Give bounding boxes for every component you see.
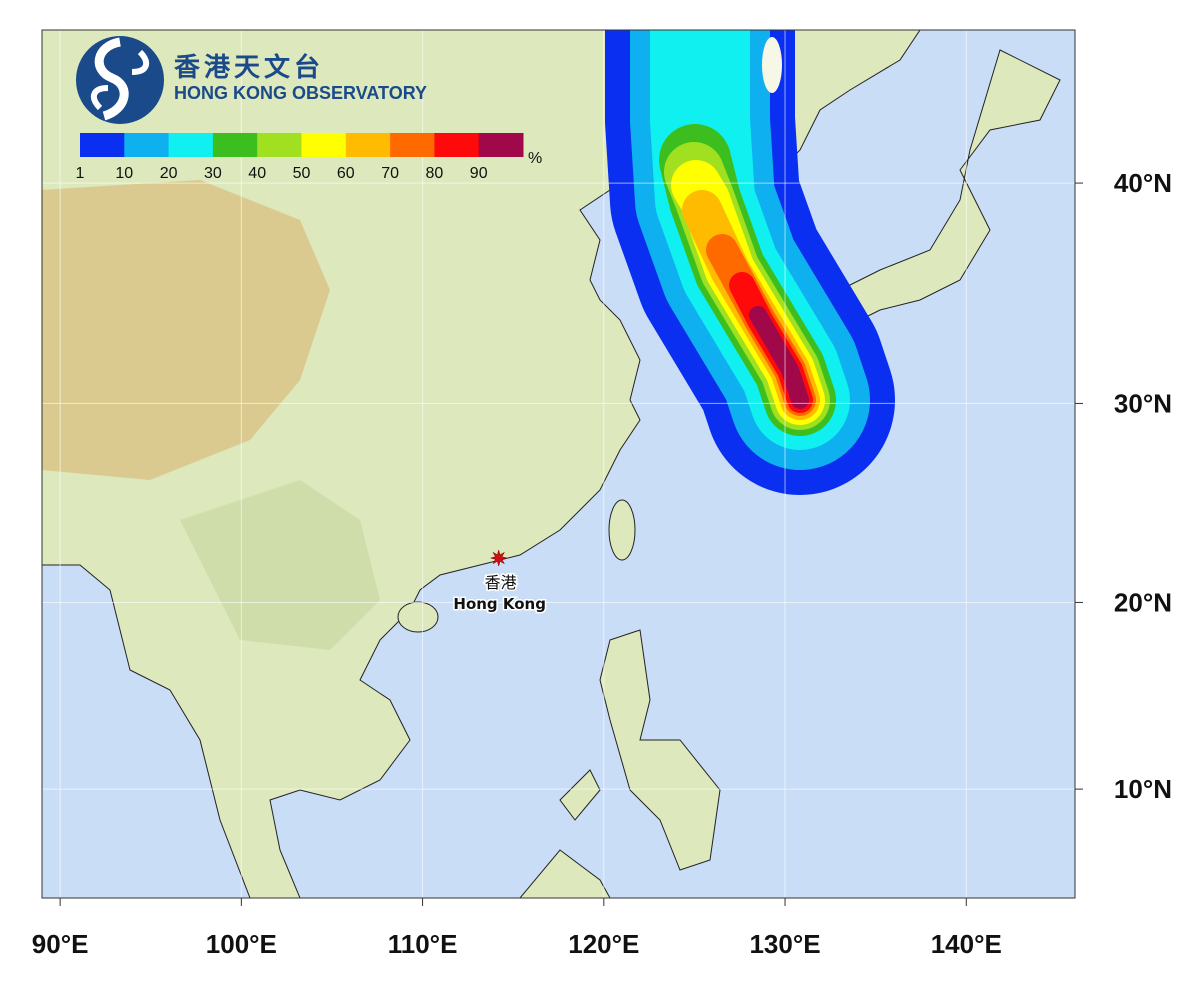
y-tick-label: 40°N	[1114, 168, 1172, 198]
hong-kong-marker: 香港 Hong Kong	[452, 549, 547, 615]
colorbar-label: 80	[426, 165, 444, 182]
colorbar-label: 20	[160, 165, 178, 182]
x-tick-label: 130°E	[749, 929, 820, 959]
map-area	[42, 30, 1075, 898]
colorbar-label: 90	[470, 165, 488, 182]
logo-name-en: HONG KONG OBSERVATORY	[174, 83, 427, 103]
map-frame	[41, 29, 1076, 899]
probability-plume	[605, 30, 895, 495]
colorbar-swatch	[434, 133, 480, 157]
x-tick-label: 110°E	[388, 929, 458, 959]
colorbar-label: 70	[381, 165, 399, 182]
luzon-south	[559, 769, 601, 821]
x-tick-label: 90°E	[32, 929, 89, 959]
y-tick-label: 30°N	[1114, 388, 1172, 418]
hong-kong-label-en: Hong Kong	[453, 595, 546, 613]
logo-swirl	[90, 49, 150, 111]
hong-kong-label-zh: 香港	[485, 573, 517, 592]
axes: 90°E 100°E 110°E 120°E 130°E 140°E 10°N 20°N 30°…	[32, 168, 1172, 959]
colorbar: % 1 10 20 30 40 50 60 70 80 90	[76, 133, 542, 182]
colorbar-swatch	[168, 133, 214, 157]
colorbar-swatch	[478, 133, 524, 157]
plume-gap	[762, 37, 782, 93]
hong-kong-star	[489, 549, 508, 567]
logo: 香港天文台 HONG KONG OBSERVATORY	[76, 36, 427, 124]
logo-swirl	[94, 37, 129, 121]
colorbar-label: 10	[115, 165, 133, 182]
colorbar-swatch	[345, 133, 391, 157]
taiwan	[608, 499, 636, 561]
probability-band	[749, 306, 809, 409]
logo-name-zh: 香港天文台	[174, 52, 324, 83]
colorbar-unit: %	[528, 150, 542, 167]
colorbar-swatch	[80, 133, 125, 157]
highland	[180, 480, 380, 650]
borneo	[519, 849, 611, 898]
x-tick-label: 140°E	[931, 929, 1002, 959]
colorbar-swatch	[257, 133, 302, 157]
colorbar-label: 60	[337, 165, 355, 182]
colorbar-label: 1	[76, 165, 85, 182]
colorbar-swatch	[212, 133, 258, 157]
colorbar-label: 30	[204, 165, 222, 182]
x-tick-label: 100°E	[206, 929, 277, 959]
plateau	[42, 180, 330, 480]
colorbar-label: 40	[248, 165, 266, 182]
y-tick-label: 10°N	[1114, 774, 1172, 804]
colorbar-swatch	[301, 133, 347, 157]
colorbar-swatch	[124, 133, 170, 157]
philippines	[599, 629, 721, 871]
x-tick-label: 120°E	[568, 929, 639, 959]
graticule	[42, 30, 1075, 898]
colorbar-swatch	[390, 133, 435, 157]
hainan	[397, 601, 439, 633]
y-tick-label: 20°N	[1114, 587, 1172, 617]
colorbar-label: 50	[293, 165, 311, 182]
